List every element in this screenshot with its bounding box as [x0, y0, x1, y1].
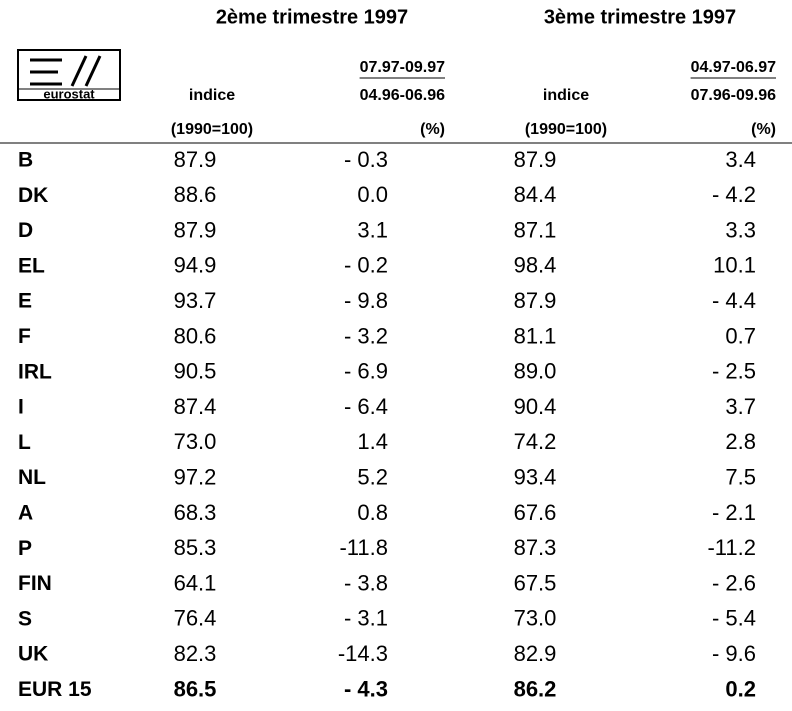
country: EUR 15: [18, 678, 92, 701]
country: L: [18, 431, 31, 454]
cell: 86.2: [514, 676, 557, 701]
column-header: (%): [420, 121, 445, 138]
cell: 73.0: [174, 429, 217, 454]
cell: 82.3: [174, 641, 217, 666]
cell: - 4.2: [712, 182, 756, 207]
column-header: 07.97-09.97: [360, 59, 446, 76]
cell: 87.9: [514, 147, 557, 172]
cell: 81.1: [514, 323, 557, 348]
country: D: [18, 219, 33, 242]
cell: - 4.3: [344, 676, 388, 701]
country: F: [18, 325, 31, 348]
cell: -11.8: [339, 535, 388, 560]
cell: 67.5: [514, 570, 557, 595]
cell: 74.2: [514, 429, 557, 454]
cell: 5.2: [357, 465, 388, 490]
cell: 67.6: [514, 500, 557, 525]
column-header: indice: [543, 87, 589, 104]
cell: - 3.1: [344, 606, 388, 631]
cell: 86.5: [174, 676, 217, 701]
column-header: 04.97-06.97: [691, 59, 777, 76]
column-header: 07.96-09.96: [691, 87, 777, 104]
cell: 82.9: [514, 641, 557, 666]
cell: 64.1: [174, 570, 217, 595]
cell: 87.1: [514, 217, 557, 242]
cell: 3.3: [725, 217, 756, 242]
country: IRL: [18, 360, 52, 383]
column-header: 04.96-06.96: [360, 87, 446, 104]
cell: 3.7: [725, 394, 756, 419]
cell: 87.4: [174, 394, 217, 419]
cell: 0.7: [725, 323, 756, 348]
cell: 88.6: [174, 182, 217, 207]
cell: - 0.2: [344, 253, 388, 278]
cell: 93.7: [174, 288, 217, 313]
cell: - 2.6: [712, 570, 756, 595]
cell: -11.2: [707, 535, 756, 560]
cell: - 3.2: [344, 323, 388, 348]
column-header: (%): [751, 121, 776, 138]
country: EL: [18, 254, 45, 277]
country: S: [18, 607, 32, 630]
country: B: [18, 149, 33, 172]
cell: 73.0: [514, 606, 557, 631]
cell: 10.1: [713, 253, 756, 278]
cell: 98.4: [514, 253, 557, 278]
cell: 0.2: [725, 676, 756, 701]
cell: -14.3: [338, 641, 388, 666]
cell: 93.4: [514, 465, 557, 490]
cell: 7.5: [725, 465, 756, 490]
cell: 85.3: [174, 535, 217, 560]
logo-text: eurostat: [43, 86, 95, 101]
country: P: [18, 537, 32, 560]
cell: - 4.4: [712, 288, 756, 313]
cell: 87.9: [514, 288, 557, 313]
cell: 68.3: [174, 500, 217, 525]
cell: 1.4: [357, 429, 388, 454]
country: E: [18, 290, 32, 313]
cell: 84.4: [514, 182, 557, 207]
column-header: indice: [189, 87, 235, 104]
country: FIN: [18, 572, 52, 595]
cell: 97.2: [174, 465, 217, 490]
column-header: (1990=100): [525, 121, 607, 138]
country: UK: [18, 643, 48, 666]
cell: 89.0: [514, 359, 557, 384]
cell: 90.4: [514, 394, 557, 419]
cell: - 5.4: [712, 606, 756, 631]
cell: 0.8: [357, 500, 388, 525]
cell: 0.0: [357, 182, 388, 207]
cell: 87.9: [174, 147, 217, 172]
cell: 80.6: [174, 323, 217, 348]
cell: - 2.1: [712, 500, 756, 525]
cell: - 6.4: [344, 394, 388, 419]
country: A: [18, 502, 33, 525]
logo: eurostat: [17, 49, 121, 101]
group-title: 2ème trimestre 1997: [216, 6, 408, 28]
cell: 3.4: [725, 147, 756, 172]
cell: - 3.8: [344, 570, 388, 595]
cell: - 9.6: [712, 641, 756, 666]
cell: - 9.8: [344, 288, 388, 313]
cell: 87.3: [514, 535, 557, 560]
cell: 94.9: [174, 253, 217, 278]
cell: - 2.5: [712, 359, 756, 384]
cell: 3.1: [357, 217, 388, 242]
group-title: 3ème trimestre 1997: [544, 6, 736, 28]
cell: 87.9: [174, 217, 217, 242]
cell: 90.5: [174, 359, 217, 384]
column-header: (1990=100): [171, 121, 253, 138]
country: DK: [18, 184, 48, 207]
cell: 76.4: [174, 606, 217, 631]
country: I: [18, 396, 24, 419]
country: NL: [18, 466, 46, 489]
cell: - 0.3: [344, 147, 388, 172]
cell: 2.8: [725, 429, 756, 454]
cell: - 6.9: [344, 359, 388, 384]
